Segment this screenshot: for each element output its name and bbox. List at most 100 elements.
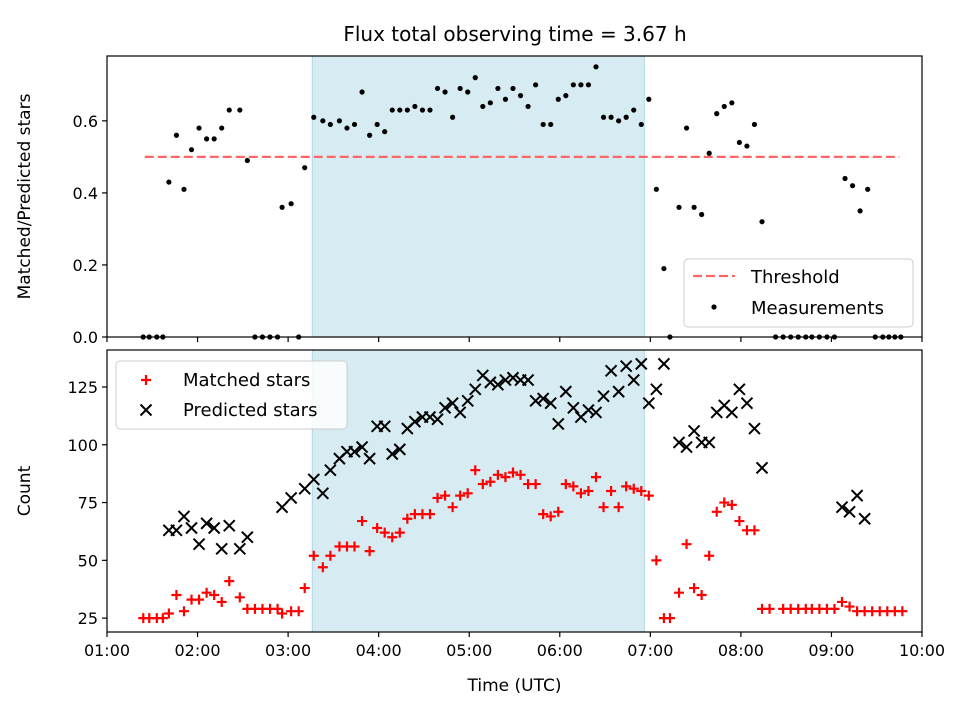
matched-stars-point bbox=[379, 527, 390, 538]
predicted-stars-point bbox=[672, 436, 686, 449]
x-tick-label: 01:00 bbox=[84, 641, 130, 660]
predicted-stars-point bbox=[316, 487, 330, 500]
matched-stars-point bbox=[575, 488, 586, 499]
legend-predicted-label: Predicted stars bbox=[183, 400, 317, 421]
series-measurements bbox=[140, 64, 904, 340]
measurement-point bbox=[351, 121, 358, 128]
matched-stars-point bbox=[696, 590, 707, 601]
series-predicted-stars bbox=[162, 357, 871, 555]
predicted-stars-point bbox=[612, 385, 625, 398]
measurement-point bbox=[736, 139, 742, 146]
matched-stars-point bbox=[681, 539, 692, 550]
measurement-point bbox=[237, 107, 243, 113]
predicted-stars-point bbox=[386, 447, 399, 461]
legend-measurement-swatch bbox=[711, 304, 717, 310]
predicted-stars-point bbox=[755, 461, 769, 475]
measurement-point bbox=[204, 136, 210, 142]
predicted-stars-point bbox=[438, 401, 452, 414]
predicted-stars-point bbox=[469, 383, 482, 396]
matched-stars-point bbox=[837, 596, 848, 607]
measurement-point bbox=[585, 82, 592, 88]
y-tick-label: 25 bbox=[78, 609, 98, 628]
predicted-stars-point bbox=[843, 505, 856, 519]
matched-stars-point bbox=[293, 606, 304, 617]
matched-stars-point bbox=[432, 492, 443, 503]
matched-stars-point bbox=[538, 509, 549, 520]
legend-predicted-swatch bbox=[139, 403, 153, 417]
predicted-stars-point bbox=[529, 394, 542, 408]
matched-stars-point bbox=[485, 476, 496, 487]
predicted-stars-point bbox=[506, 371, 520, 384]
predicted-stars-point bbox=[348, 445, 361, 458]
measurement-point bbox=[600, 114, 607, 120]
measurement-point bbox=[336, 118, 343, 124]
predicted-stars-point bbox=[499, 373, 512, 387]
matched-stars-point bbox=[651, 555, 662, 566]
x-tick-label: 10:00 bbox=[899, 641, 945, 660]
predicted-stars-point bbox=[207, 521, 221, 535]
measurement-point bbox=[616, 118, 622, 124]
measurement-point bbox=[744, 143, 750, 149]
measurement-point bbox=[188, 147, 195, 153]
predicted-stars-point bbox=[687, 424, 701, 438]
matched-stars-point bbox=[357, 516, 368, 527]
matched-stars-point bbox=[277, 608, 288, 619]
predicted-stars-point bbox=[431, 413, 444, 426]
measurement-point bbox=[181, 186, 187, 192]
measurement-point bbox=[661, 265, 667, 272]
x-tick-label: 02:00 bbox=[175, 641, 221, 660]
predicted-stars-point bbox=[408, 415, 422, 428]
matched-stars-point bbox=[749, 525, 760, 536]
matched-stars-point bbox=[897, 606, 908, 617]
measurement-point bbox=[502, 96, 509, 102]
matched-stars-point bbox=[387, 532, 398, 543]
bottom-panel-counts: 25 50 75 100 125 01:00 02:00 03:00 04:00 05:00 06:… bbox=[15, 349, 945, 696]
x-tick-label: 08:00 bbox=[718, 641, 764, 660]
matched-stars-point bbox=[201, 587, 212, 598]
predicted-stars-point bbox=[850, 489, 864, 502]
measurement-point bbox=[510, 85, 516, 92]
x-tick-label: 04:00 bbox=[356, 641, 402, 660]
predicted-stars-point bbox=[192, 537, 206, 551]
predicted-stars-point bbox=[363, 452, 376, 465]
measurement-point bbox=[320, 118, 326, 124]
matched-stars-point bbox=[643, 490, 654, 501]
matched-stars-point bbox=[163, 608, 174, 619]
measurement-point bbox=[196, 125, 202, 131]
predicted-stars-point bbox=[702, 436, 716, 449]
measurement-point bbox=[865, 186, 871, 192]
measurement-point bbox=[450, 114, 456, 120]
axes-frame bbox=[106, 349, 923, 633]
measurement-point bbox=[714, 111, 720, 117]
measurement-point bbox=[751, 121, 758, 128]
predicted-stars-point bbox=[185, 521, 198, 535]
predicted-stars-point bbox=[544, 396, 557, 410]
matched-stars-point bbox=[606, 486, 617, 496]
measurement-point bbox=[699, 211, 705, 218]
measurement-point bbox=[219, 125, 225, 131]
matched-stars-point bbox=[470, 465, 481, 476]
measurement-point bbox=[849, 183, 856, 189]
legend-measurement-label: Measurements bbox=[751, 298, 884, 319]
measurement-point bbox=[419, 107, 426, 113]
matched-stars-point bbox=[424, 509, 435, 520]
measurement-point bbox=[302, 165, 308, 171]
y-tick-label: 75 bbox=[78, 494, 98, 513]
matched-stars-point bbox=[628, 483, 639, 494]
measurement-point bbox=[427, 107, 433, 113]
matched-stars-point bbox=[349, 541, 360, 552]
matched-stars-point bbox=[568, 481, 579, 492]
y-axis-label: Count bbox=[15, 465, 35, 516]
matched-stars-point bbox=[477, 479, 488, 490]
observing-window-shade bbox=[311, 55, 645, 338]
measurement-point bbox=[382, 129, 388, 135]
predicted-stars-point bbox=[597, 390, 610, 403]
matched-stars-point bbox=[209, 590, 220, 601]
measurement-point bbox=[638, 121, 644, 128]
matched-stars-point bbox=[394, 527, 405, 538]
predicted-stars-point bbox=[552, 417, 565, 431]
measurement-point bbox=[173, 132, 180, 138]
measurement-point bbox=[487, 100, 493, 106]
predicted-stars-point bbox=[241, 531, 254, 544]
